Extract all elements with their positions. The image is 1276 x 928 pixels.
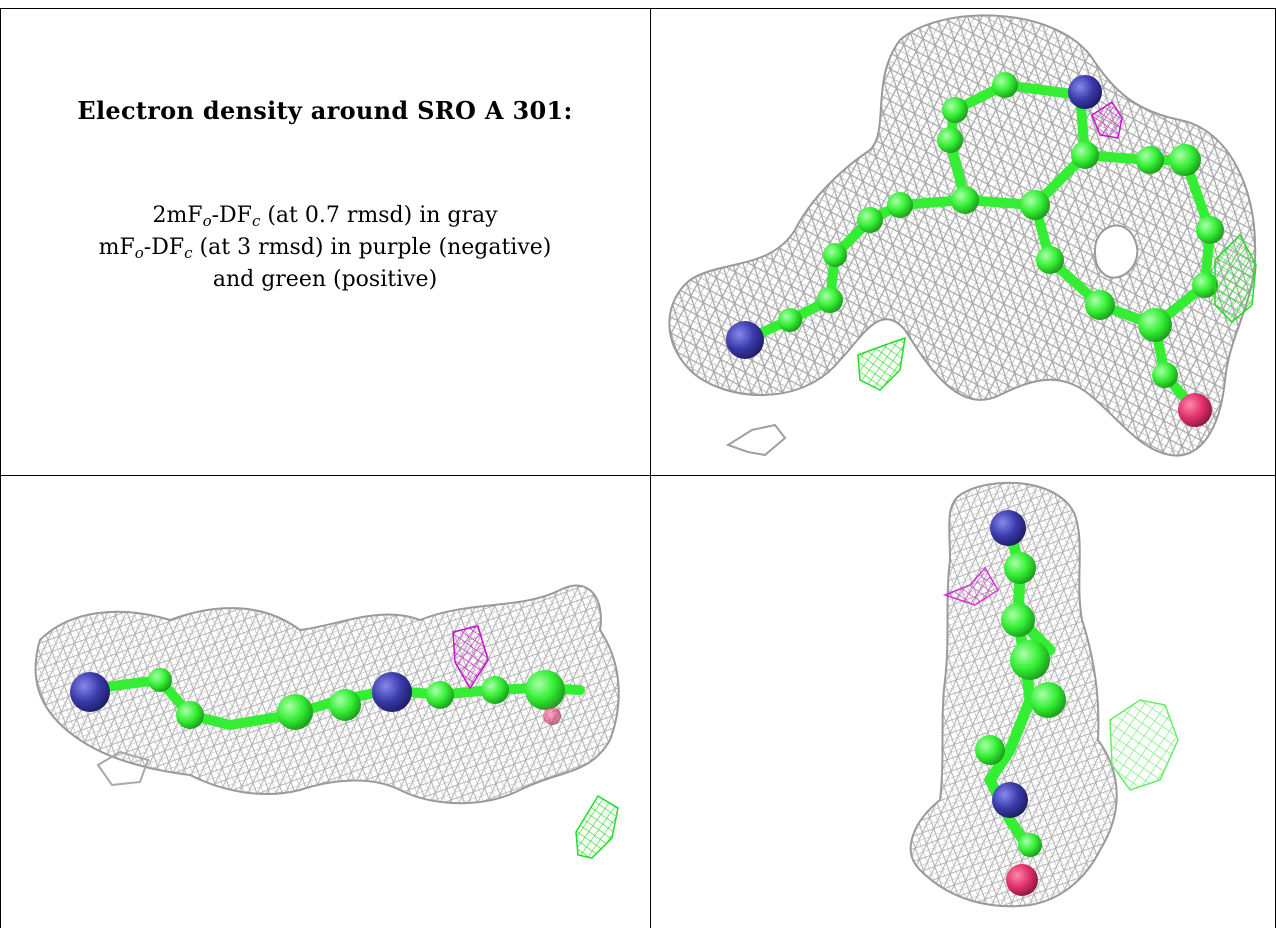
nitrogen-atom bbox=[726, 321, 764, 359]
oxygen-atom bbox=[543, 707, 561, 725]
nitrogen-atom bbox=[990, 510, 1026, 546]
atoms bbox=[70, 668, 565, 730]
bottom-left-view bbox=[34, 584, 620, 859]
density-mesh bbox=[668, 14, 1257, 457]
positive-density-blob bbox=[1214, 233, 1257, 324]
atoms bbox=[726, 72, 1224, 427]
positive-density-blob bbox=[1109, 699, 1179, 791]
top-right-view bbox=[668, 14, 1257, 457]
bottom-right-view bbox=[909, 481, 1179, 908]
grid-top-border bbox=[0, 8, 1276, 9]
caption-text: mF bbox=[98, 235, 135, 260]
caption-text: (at 3 rmsd) in purple (negative) bbox=[192, 235, 552, 260]
caption-line-fofc: mFo-DFc (at 3 rmsd) in purple (negative) bbox=[0, 232, 650, 264]
caption-line-3: and green (positive) bbox=[212, 267, 438, 292]
figure-title: Electron density around SRO A 301: bbox=[77, 96, 573, 125]
nitrogen-atom bbox=[992, 782, 1028, 818]
grid-middle-border bbox=[0, 475, 1276, 476]
caption-text: -DF bbox=[143, 235, 185, 260]
legend-caption: 2mFo-DFc (at 0.7 rmsd) in gray mFo-DFc (… bbox=[0, 200, 650, 296]
nitrogen-atom bbox=[372, 672, 412, 712]
noise-mesh bbox=[725, 423, 787, 457]
caption-sub: c bbox=[184, 244, 193, 262]
caption-sub: o bbox=[202, 212, 212, 230]
caption-sub: o bbox=[134, 244, 144, 262]
nitrogen-atom bbox=[1068, 75, 1102, 109]
grid-center-divider bbox=[650, 8, 651, 928]
noise-mesh bbox=[96, 750, 150, 787]
negative-density-blob bbox=[452, 625, 489, 690]
positive-density-blob bbox=[575, 794, 619, 859]
positive-density-blob bbox=[857, 336, 906, 391]
caption-text: 2mF bbox=[152, 203, 203, 228]
oxygen-atom bbox=[1006, 864, 1038, 896]
caption-line-2fofc: 2mFo-DFc (at 0.7 rmsd) in gray bbox=[0, 200, 650, 232]
nitrogen-atom bbox=[70, 672, 110, 712]
atoms bbox=[975, 510, 1066, 896]
caption-text: -DF bbox=[211, 203, 252, 228]
caption-text: (at 0.7 rmsd) in gray bbox=[260, 203, 498, 228]
ring-hole bbox=[1093, 224, 1139, 279]
caption-sub: c bbox=[251, 212, 261, 230]
negative-density-blob bbox=[942, 566, 1000, 606]
oxygen-atom bbox=[1178, 393, 1212, 427]
negative-density-blob bbox=[1091, 100, 1123, 139]
grid-left-border bbox=[0, 8, 1, 928]
